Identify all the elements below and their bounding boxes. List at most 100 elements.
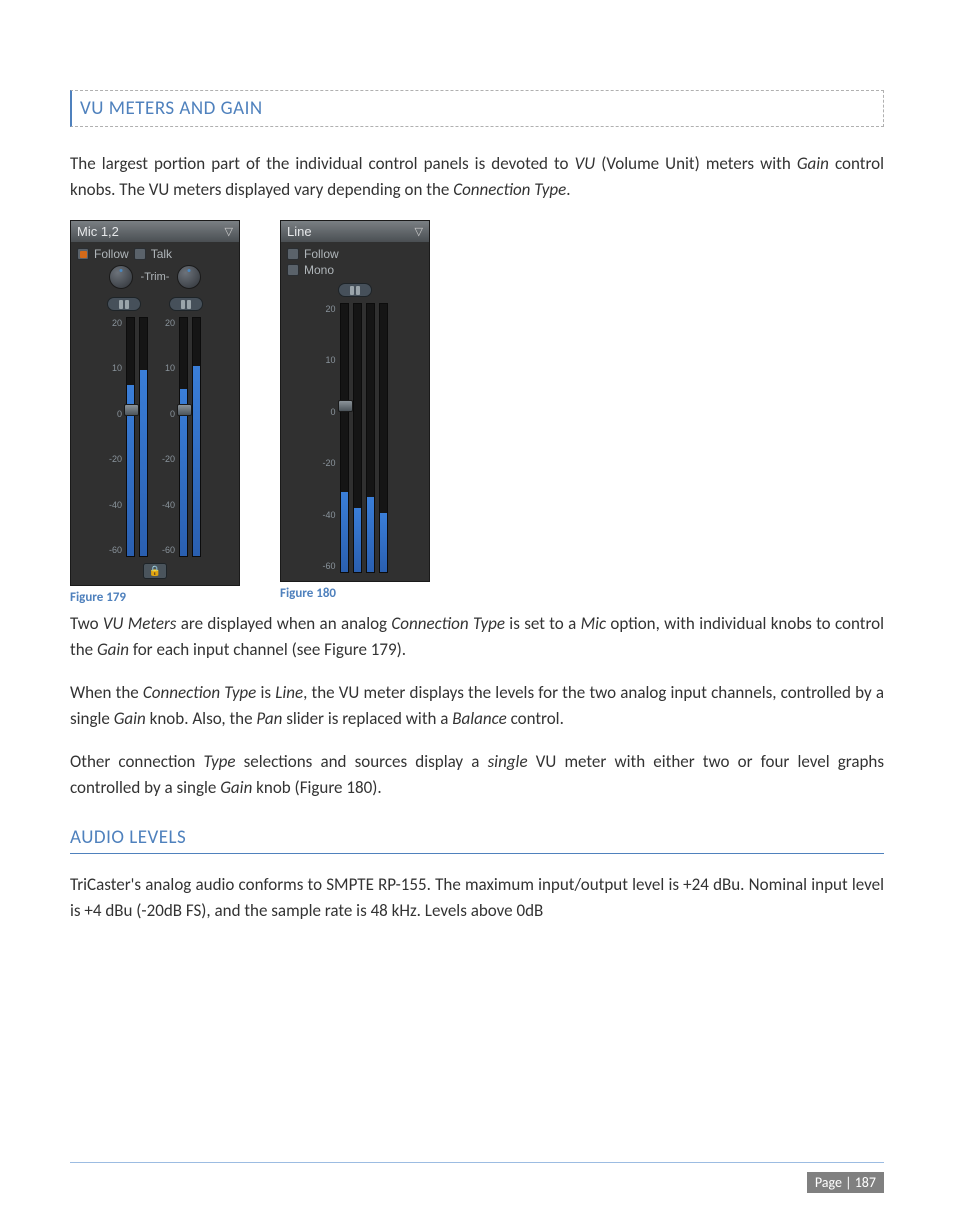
gain-handle-line[interactable] [338,400,353,412]
pan-slider-left[interactable] [107,297,141,311]
mic-meters-row: 20 10 0 -20 -40 -60 [71,313,239,559]
it-pan: Pan [256,708,282,729]
mono-checkbox[interactable] [287,264,299,276]
footer-divider [70,1162,884,1163]
mic-scale-1: 20 10 0 -20 -40 -60 [109,317,122,557]
it-vu: VU [575,153,596,174]
line-hslider-row [281,279,429,299]
line-title: Line [287,224,312,239]
s10: 10 [109,364,122,373]
lsm20: -20 [322,459,335,468]
mic-bar-4 [192,317,201,557]
s20b: 20 [162,319,175,328]
para-3: When the Connection Type is Line, the VU… [70,680,884,731]
line-panel-header: Line ▽ [281,221,429,242]
mic-bar-1 [126,317,135,557]
line-meters-row: 20 10 0 -20 -40 -60 [281,299,429,575]
p4b: selections and sources display a [235,751,487,772]
line-bar-4-fill [380,513,387,572]
para-5: TriCaster's analog audio conforms to SMP… [70,872,884,923]
it-ct: Connection Type [453,179,566,200]
lsm60: -60 [322,562,335,571]
dropdown-icon[interactable]: ▽ [225,225,233,238]
it-gain2: Gain [97,639,129,660]
mic-bar-2-fill [140,370,147,556]
p2e: for each input channel (see Figure 179). [129,639,406,660]
p3b: is [256,682,275,703]
para-1: The largest portion part of the individu… [70,151,884,202]
sm40b: -40 [162,501,175,510]
follow-label-line: Follow [304,247,339,261]
talk-label: Talk [151,247,172,261]
trim-knob-right[interactable] [177,265,201,289]
line-chk-row-2: Mono [281,263,429,279]
it-gain4: Gain [220,777,252,798]
s0b: 0 [162,410,175,419]
ls0: 0 [322,408,335,417]
lock-icon[interactable]: 🔒 [143,563,167,579]
trim-row: -Trim- [71,263,239,293]
follow-label: Follow [94,247,129,261]
line-bar-4 [379,303,388,573]
vu-section-box: VU METERS AND GAIN [70,90,884,127]
p4a: Other connection [70,751,203,772]
line-bar-1 [340,303,349,573]
trim-knob-left[interactable] [109,265,133,289]
lsm40: -40 [322,511,335,520]
p2a: Two [70,613,103,634]
audio-heading: AUDIO LEVELS [70,826,884,854]
line-bar-3 [366,303,375,573]
it-vum: VU Meters [103,613,177,634]
mic-bar-2 [139,317,148,557]
pan-slider-right[interactable] [169,297,203,311]
line-bar-2 [353,303,362,573]
it-line: Line [275,682,303,703]
p3a: When the [70,682,143,703]
line-chk-row-1: Follow [281,242,429,263]
it-ct3: Connection Type [143,682,256,703]
page-number: Page | 187 [807,1172,884,1193]
p3f: control. [507,708,564,729]
mic-chk-row: Follow Talk [71,242,239,263]
lock-row: 🔒 [71,559,239,579]
s10b: 10 [162,364,175,373]
p4d: knob (Figure 180). [252,777,381,798]
it-gain: Gain [797,153,829,174]
hslider-row [71,293,239,313]
it-type: Type [203,751,235,772]
fig-179-caption: Figure 179 [70,590,240,605]
dropdown-icon[interactable]: ▽ [415,225,423,238]
s20: 20 [109,319,122,328]
sm60b: -60 [162,546,175,555]
line-bar-2-fill [354,508,361,572]
it-mic: Mic [581,613,607,634]
mic-title: Mic 1,2 [77,224,119,239]
p1a: The largest portion part of the individu… [70,153,575,174]
sm20: -20 [109,455,122,464]
s0: 0 [109,410,122,419]
gain-handle-2[interactable] [177,404,192,416]
mic-bar-3 [179,317,188,557]
line-panel-col: Line ▽ Follow Mono 20 10 0 [280,220,430,605]
gain-handle-1[interactable] [124,404,139,416]
follow-checkbox[interactable] [77,248,89,260]
p1b: (Volume Unit) meters with [595,153,797,174]
ls20: 20 [322,305,335,314]
it-ct2: Connection Type [391,613,505,634]
line-scale: 20 10 0 -20 -40 -60 [322,303,335,573]
p1d: . [566,179,570,200]
mic-scale-2: 20 10 0 -20 -40 -60 [162,317,175,557]
mic-panel-header: Mic 1,2 ▽ [71,221,239,242]
vu-heading: VU METERS AND GAIN [80,97,873,120]
follow-checkbox-line[interactable] [287,248,299,260]
p2c: is set to a [505,613,581,634]
line-bar-3-fill [367,497,374,572]
mic-meter-group-2: 20 10 0 -20 -40 -60 [162,317,201,557]
sm20b: -20 [162,455,175,464]
talk-checkbox[interactable] [134,248,146,260]
mic-panel-col: Mic 1,2 ▽ Follow Talk -Trim- [70,220,240,605]
mic-panel: Mic 1,2 ▽ Follow Talk -Trim- [70,220,240,586]
para-2: Two VU Meters are displayed when an anal… [70,611,884,662]
fig-180-caption: Figure 180 [280,586,430,601]
balance-slider[interactable] [338,283,372,297]
